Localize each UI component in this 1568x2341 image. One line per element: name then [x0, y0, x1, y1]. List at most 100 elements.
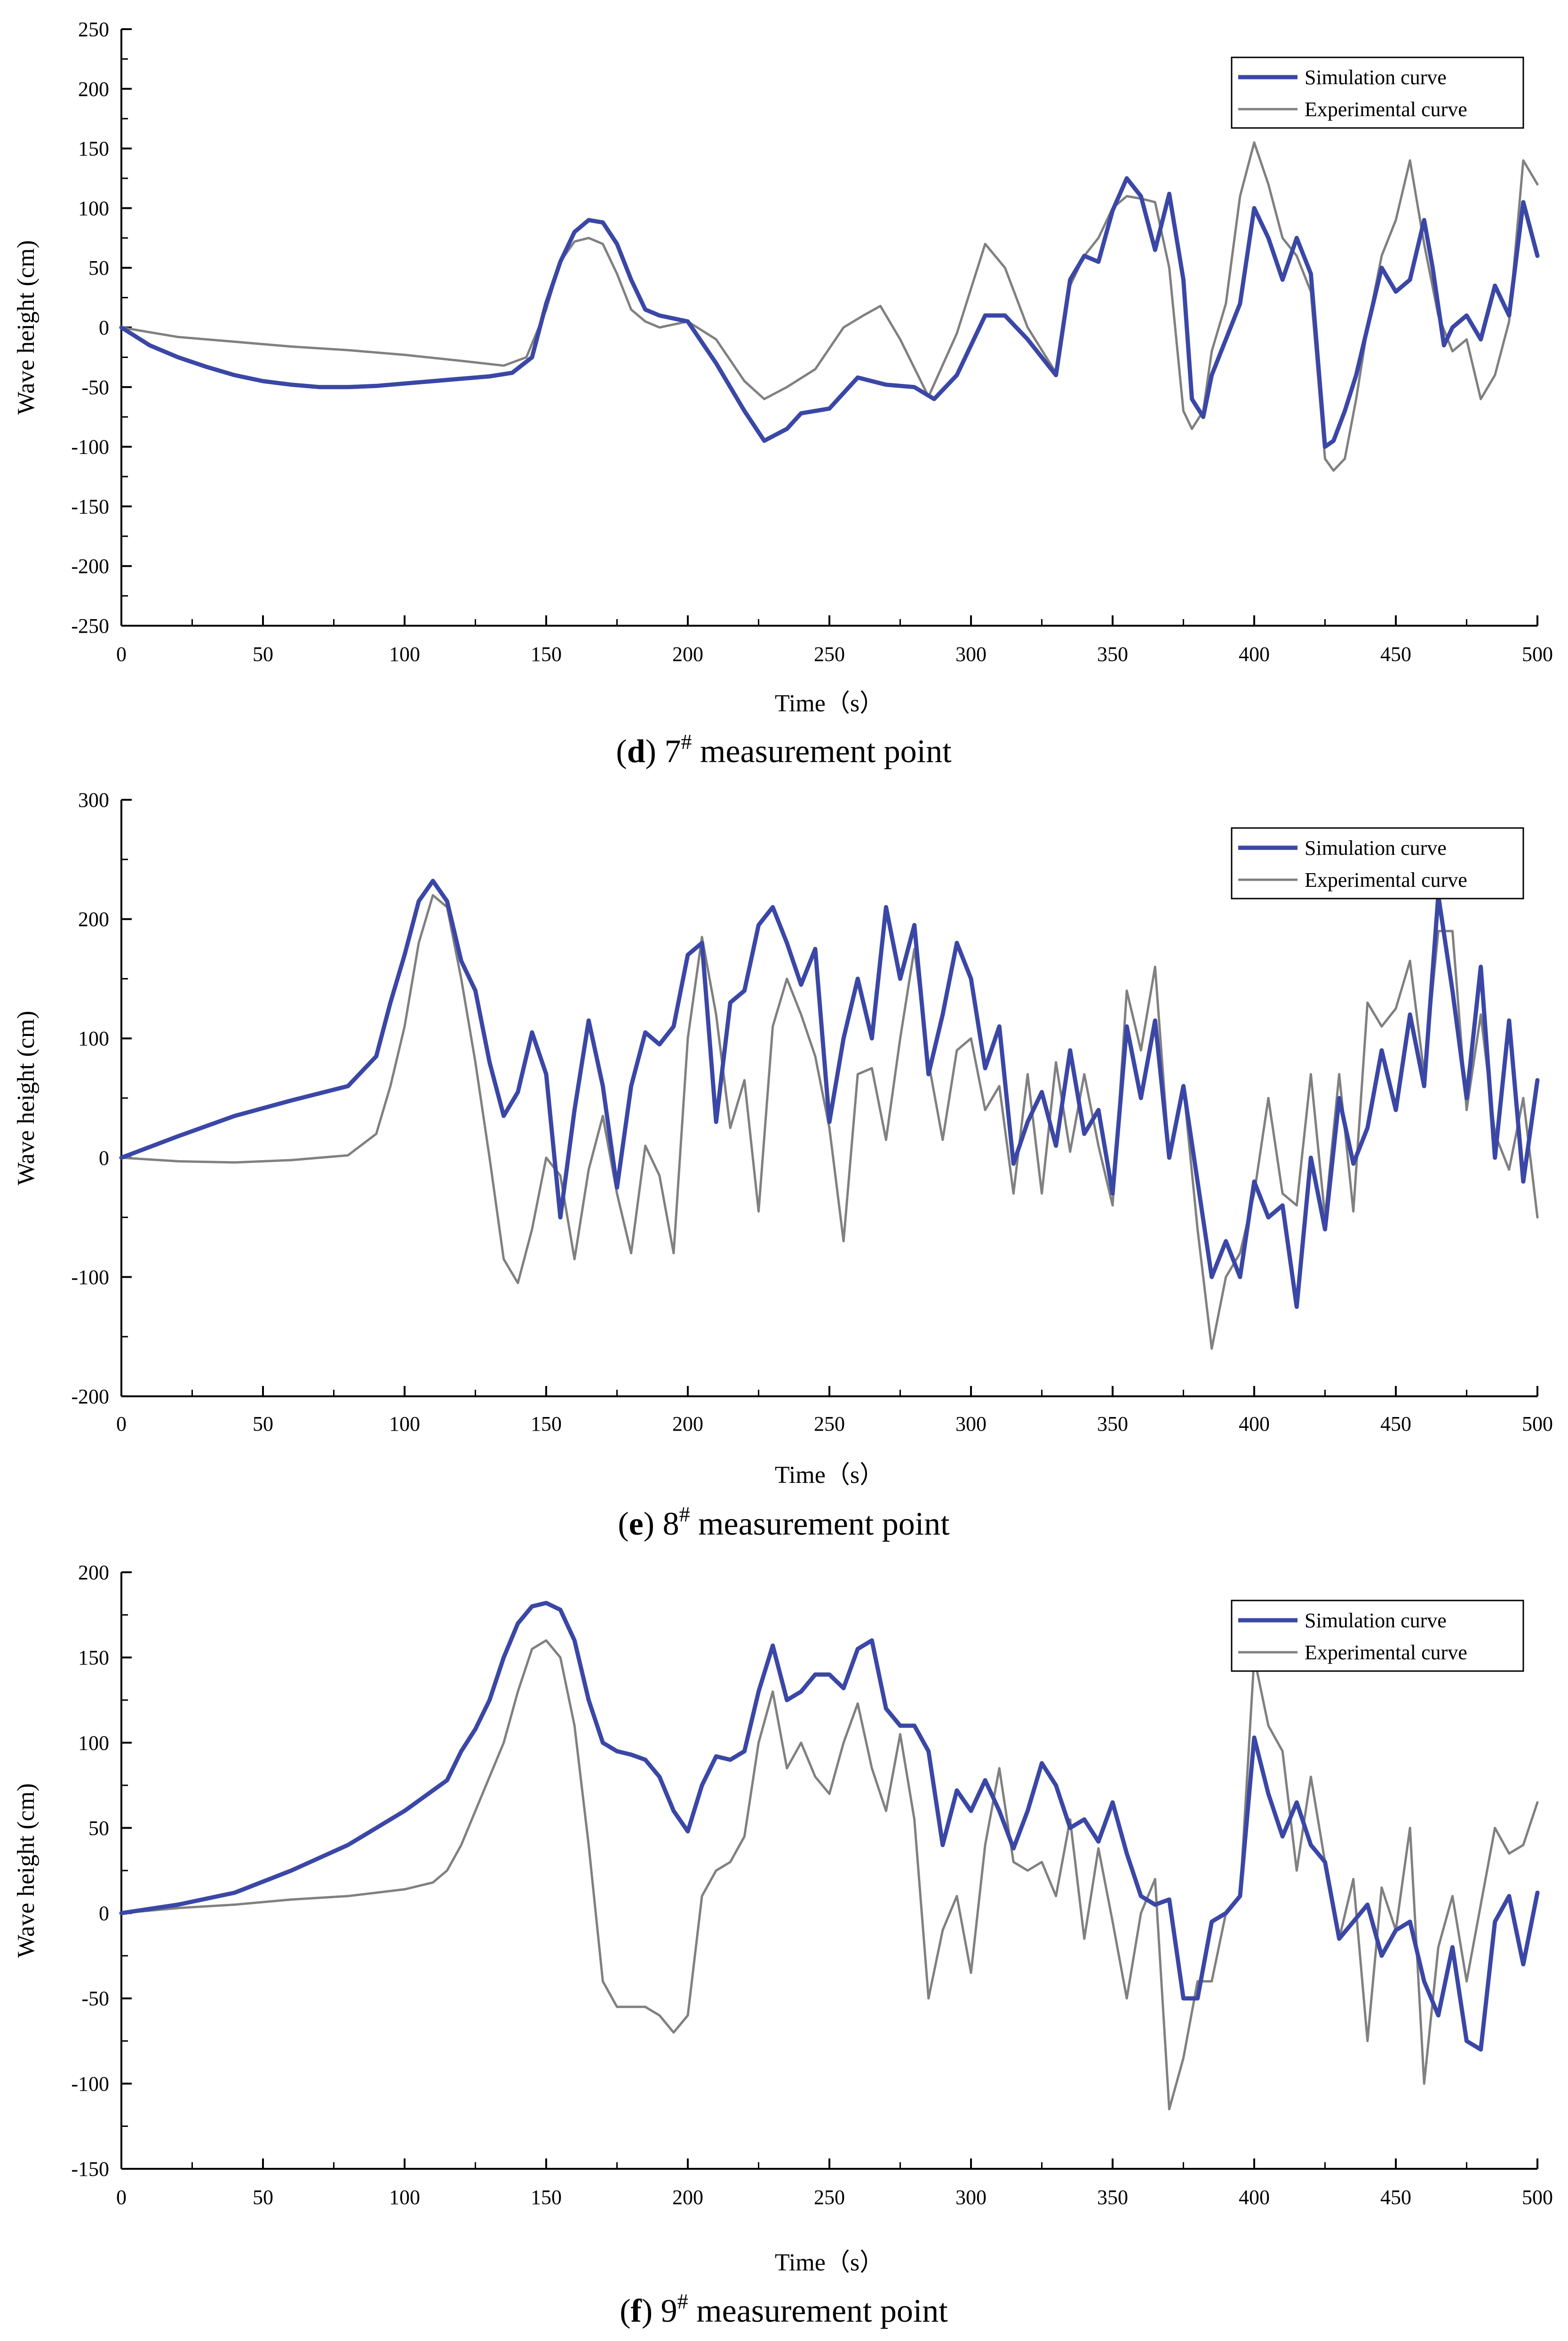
x-tick-label: 50	[253, 2186, 273, 2209]
x-tick-label: 450	[1380, 2186, 1411, 2209]
y-tick-label: -250	[71, 614, 109, 637]
caption-number: 7	[664, 733, 681, 770]
caption-number: 8	[663, 1506, 679, 1542]
simulation-curve-line	[119, 878, 1540, 1309]
caption-superscript: #	[677, 2289, 688, 2313]
caption-open: (	[620, 2293, 630, 2329]
caption-text: measurement point	[688, 2293, 948, 2329]
x-axis-label: Time（s）	[775, 690, 884, 717]
x-tick-label: 300	[955, 2186, 987, 2209]
legend-label: Simulation curve	[1305, 836, 1447, 860]
caption-text: measurement point	[690, 1506, 950, 1542]
x-tick-label: 500	[1522, 643, 1553, 666]
x-tick-label: 350	[1097, 643, 1128, 666]
caption-superscript: #	[681, 730, 692, 754]
legend-label: Simulation curve	[1305, 66, 1447, 89]
x-tick-label: 250	[814, 2186, 845, 2209]
y-axis-label: Wave height (cm)	[13, 240, 40, 414]
x-tick-label: 0	[116, 2186, 127, 2209]
x-tick-label: 100	[389, 2186, 420, 2209]
y-tick-label: -150	[71, 2158, 109, 2181]
y-tick-label: 0	[99, 316, 109, 339]
x-tick-label: 450	[1380, 643, 1411, 666]
y-tick-label: 300	[78, 788, 109, 812]
x-tick-label: 500	[1522, 1412, 1553, 1435]
caption-number: 9	[661, 2293, 677, 2329]
x-tick-label: 250	[814, 643, 845, 666]
y-tick-label: 200	[78, 78, 109, 101]
caption-close: )	[642, 2293, 661, 2329]
caption-letter: d	[627, 733, 645, 770]
x-tick-label: 400	[1239, 1412, 1270, 1435]
legend-label: Experimental curve	[1305, 868, 1467, 892]
caption-letter: f	[631, 2293, 642, 2329]
legend-box	[1231, 1600, 1524, 1672]
x-tick-label: 450	[1380, 1412, 1411, 1435]
experimental-curve-line	[120, 1639, 1539, 2110]
x-tick-label: 50	[253, 643, 273, 666]
x-tick-label: 0	[116, 643, 127, 666]
x-tick-label: 400	[1239, 643, 1270, 666]
y-tick-label: -150	[71, 495, 109, 518]
legend-label: Experimental curve	[1305, 1641, 1467, 1664]
x-tick-label: 250	[814, 1412, 845, 1435]
panel-caption: (f) 9# measurement point	[620, 2289, 948, 2329]
x-tick-label: 100	[389, 1412, 420, 1435]
legend-label: Experimental curve	[1305, 98, 1467, 121]
y-tick-label: 150	[78, 137, 109, 160]
x-tick-label: 150	[531, 1412, 562, 1435]
y-tick-label: 200	[78, 908, 109, 931]
y-axis-label: Wave height (cm)	[13, 1011, 40, 1185]
caption-open: (	[616, 733, 627, 770]
x-tick-label: 300	[955, 643, 987, 666]
chart-panel-e: -200 -100 0 100 200 300 0 50 100 150 200 250 300 350 4…	[13, 788, 1553, 1542]
caption-close: )	[645, 733, 665, 770]
x-tick-label: 300	[955, 1412, 987, 1435]
x-tick-label: 150	[531, 643, 562, 666]
y-tick-label: 250	[78, 18, 109, 41]
x-tick-label: 350	[1097, 2186, 1128, 2209]
chart-panel-d: -250 -200 -150 -100 -50 0 50 100 150 200 250 0 50 100…	[13, 18, 1553, 770]
y-tick-label: 100	[78, 1027, 109, 1050]
x-tick-label: 400	[1239, 2186, 1270, 2209]
caption-close: )	[644, 1506, 663, 1542]
y-axis-label: Wave height (cm)	[13, 1783, 40, 1958]
x-tick-label: 0	[116, 1412, 127, 1435]
x-axis-label: Time（s）	[775, 2249, 884, 2276]
y-tick-label: -100	[71, 1266, 109, 1289]
x-tick-label: 100	[389, 643, 420, 666]
panel-caption: (e) 8# measurement point	[618, 1502, 950, 1542]
y-tick-label: 100	[78, 1731, 109, 1754]
legend-label: Simulation curve	[1305, 1609, 1447, 1632]
y-tick-label: 100	[78, 197, 109, 220]
x-tick-label: 50	[253, 1412, 273, 1435]
x-axis-label: Time（s）	[775, 1462, 884, 1489]
y-tick-label: 150	[78, 1646, 109, 1669]
legend-box	[1231, 827, 1524, 900]
simulation-curve-line	[119, 1600, 1540, 2052]
y-tick-label: -50	[81, 376, 109, 399]
x-tick-label: 150	[531, 2186, 562, 2209]
chart-panel-f: -150 -100 -50 0 50 100 150 200 0 50 100 150 200 250 30…	[13, 1561, 1553, 2329]
y-tick-label: 0	[99, 1147, 109, 1170]
y-tick-label: -50	[81, 1987, 109, 2010]
y-tick-label: -100	[71, 436, 109, 459]
caption-open: (	[618, 1506, 629, 1542]
x-tick-label: 500	[1522, 2186, 1553, 2209]
caption-superscript: #	[679, 1502, 690, 1526]
x-tick-label: 350	[1097, 1412, 1128, 1435]
caption-letter: e	[629, 1506, 644, 1542]
simulation-curve-line	[119, 176, 1540, 449]
x-tick-label: 200	[672, 2186, 703, 2209]
y-tick-label: 50	[88, 256, 109, 279]
caption-text: measurement point	[692, 733, 952, 770]
y-tick-label: -200	[71, 555, 109, 578]
panel-caption: (d) 7# measurement point	[616, 730, 952, 770]
legend-box	[1231, 56, 1524, 129]
x-tick-label: 200	[672, 1412, 703, 1435]
y-tick-label: -200	[71, 1385, 109, 1408]
y-tick-label: 200	[78, 1561, 109, 1584]
y-tick-label: -100	[71, 2072, 109, 2095]
x-tick-label: 200	[672, 643, 703, 666]
